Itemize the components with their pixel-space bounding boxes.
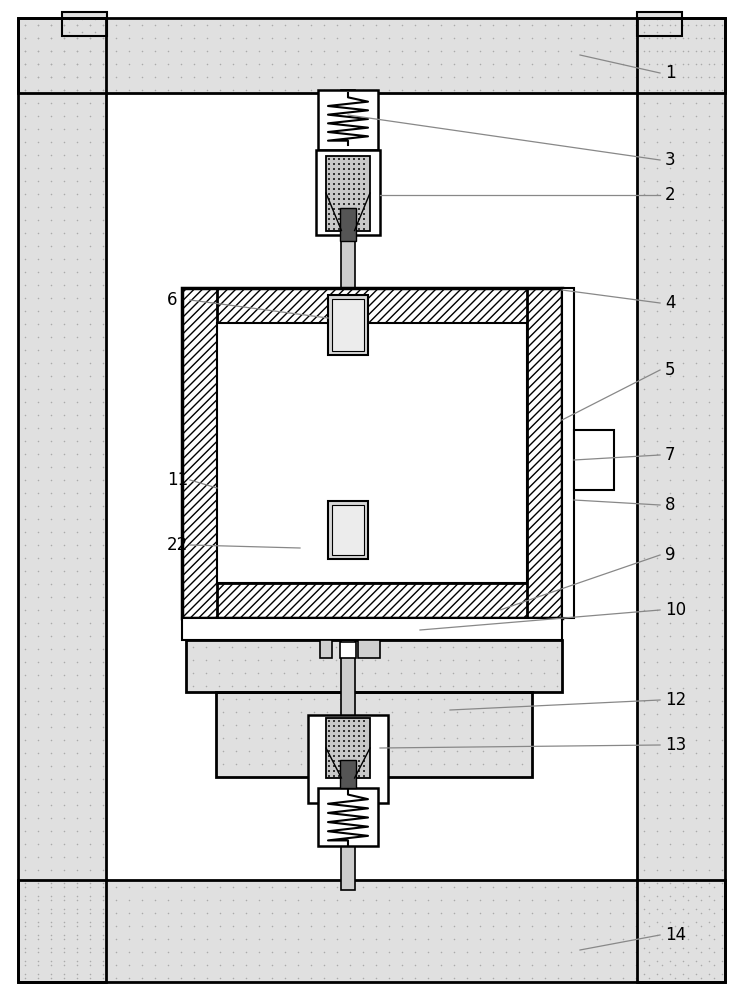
Text: 14: 14 xyxy=(665,926,686,944)
Text: 8: 8 xyxy=(665,496,675,514)
Text: 1: 1 xyxy=(665,64,675,82)
Text: 9: 9 xyxy=(665,546,675,564)
Bar xyxy=(316,150,380,235)
Bar xyxy=(18,18,725,93)
Text: 13: 13 xyxy=(665,736,687,754)
Bar xyxy=(62,12,107,36)
Bar xyxy=(332,299,364,351)
Text: 4: 4 xyxy=(665,294,675,312)
Bar xyxy=(340,760,356,788)
Bar xyxy=(340,208,356,240)
Bar xyxy=(182,618,562,640)
Text: 6: 6 xyxy=(167,291,178,309)
Bar xyxy=(182,288,217,618)
Bar xyxy=(186,640,562,692)
Text: 7: 7 xyxy=(665,446,675,464)
Bar xyxy=(326,155,370,231)
Bar xyxy=(527,288,562,618)
Bar xyxy=(182,288,562,323)
Bar xyxy=(217,323,527,583)
Bar xyxy=(574,430,614,490)
Text: 22: 22 xyxy=(167,536,188,554)
Bar xyxy=(326,718,370,778)
Bar xyxy=(106,93,637,880)
Bar xyxy=(18,18,725,93)
Bar xyxy=(18,18,106,982)
Bar xyxy=(358,640,380,658)
Bar xyxy=(182,583,562,618)
Bar xyxy=(328,501,368,559)
Text: 2: 2 xyxy=(665,186,675,204)
Bar xyxy=(18,18,106,982)
Bar xyxy=(182,288,562,618)
Bar xyxy=(320,640,332,658)
Bar xyxy=(217,323,527,583)
Bar xyxy=(18,880,725,982)
Text: 5: 5 xyxy=(665,361,675,379)
Bar xyxy=(332,505,364,555)
Bar xyxy=(216,692,532,777)
Bar xyxy=(318,788,378,846)
Bar xyxy=(637,12,682,36)
Bar xyxy=(637,12,682,36)
Bar xyxy=(637,18,725,982)
Bar xyxy=(637,18,725,982)
Bar xyxy=(216,692,532,777)
Bar xyxy=(62,12,107,36)
Bar xyxy=(341,90,355,890)
Bar xyxy=(340,642,356,658)
Bar xyxy=(328,295,368,355)
Text: 11: 11 xyxy=(167,471,188,489)
Text: 10: 10 xyxy=(665,601,686,619)
Bar xyxy=(318,90,378,150)
Text: 12: 12 xyxy=(665,691,687,709)
Bar xyxy=(562,288,574,618)
Bar xyxy=(308,715,388,803)
Text: 3: 3 xyxy=(665,151,675,169)
Bar xyxy=(186,640,562,692)
Bar xyxy=(18,880,725,982)
